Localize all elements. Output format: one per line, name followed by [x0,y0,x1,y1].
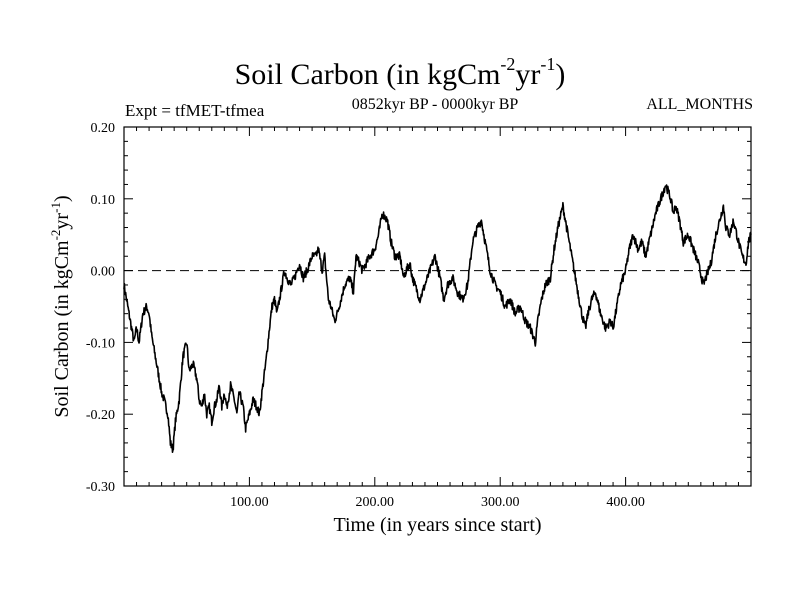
chart-title: Soil Carbon (in kgCm-2yr-1) [234,54,566,91]
x-tick-label: 100.00 [230,495,269,510]
plot-frame [123,126,752,487]
y-tick-label: 0.10 [91,193,116,208]
months-label: ALL_MONTHS [646,96,753,113]
x-tick-label: 200.00 [356,495,395,510]
y-axis-label-part: -1 [48,202,63,213]
y-axis-label-part: yr [51,213,73,230]
y-tick-label: -0.30 [86,480,115,495]
period-label: 0852kyr BP - 0000kyr BP [351,96,519,113]
y-tick-label: -0.10 [86,336,115,351]
y-tick-label: 0.00 [91,265,116,280]
y-axis-label-part: ) [51,195,73,202]
series-line-soil-carbon [123,184,752,453]
x-tick-label: 300.00 [481,495,520,510]
x-axis-label: Time (in years since start) [333,514,541,536]
y-axis-label: Soil Carbon (in kgCm-2yr-1) [48,195,73,417]
experiment-label: Expt = tfMET-tfmea [125,101,265,120]
y-axis-label-part: Soil Carbon (in kgCm [51,240,73,418]
x-tick-label: 400.00 [606,495,645,510]
y-tick-label: -0.20 [86,408,115,423]
y-tick-label: 0.20 [91,121,116,136]
y-axis-label-part: -2 [48,230,63,241]
